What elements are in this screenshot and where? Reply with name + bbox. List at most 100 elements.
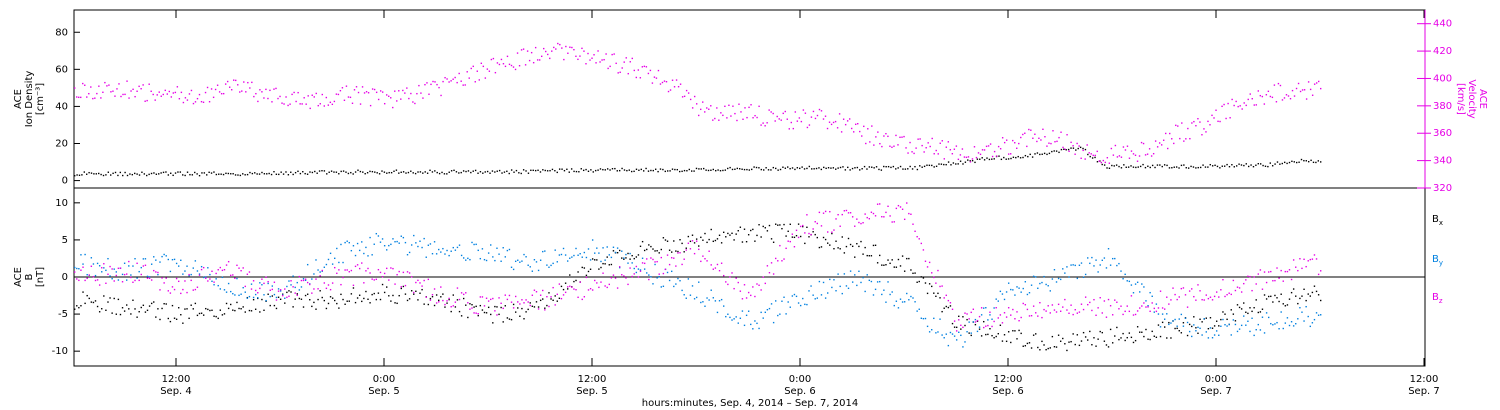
data-point bbox=[1151, 330, 1153, 333]
data-point bbox=[514, 295, 517, 298]
data-point bbox=[356, 242, 359, 245]
x-tick-time: 12:00 bbox=[162, 374, 191, 385]
data-point bbox=[296, 281, 298, 284]
data-point bbox=[1040, 139, 1042, 141]
data-point bbox=[1068, 312, 1070, 314]
data-point bbox=[206, 86, 209, 89]
data-point bbox=[911, 151, 913, 153]
data-point bbox=[1267, 271, 1270, 273]
data-point bbox=[573, 288, 575, 290]
data-point bbox=[415, 290, 417, 293]
data-point bbox=[357, 169, 359, 171]
data-point bbox=[1082, 147, 1084, 150]
data-point bbox=[242, 286, 244, 289]
data-point bbox=[718, 234, 721, 236]
data-point bbox=[972, 308, 975, 310]
data-point bbox=[1167, 147, 1169, 150]
data-point bbox=[90, 257, 93, 259]
data-point bbox=[758, 105, 760, 108]
data-point bbox=[381, 170, 383, 172]
data-point bbox=[1209, 327, 1212, 329]
data-point bbox=[718, 300, 721, 302]
data-point bbox=[279, 298, 282, 300]
data-point bbox=[629, 252, 631, 255]
data-point bbox=[991, 334, 993, 337]
data-point bbox=[868, 279, 871, 282]
data-point bbox=[814, 298, 816, 300]
data-point bbox=[604, 169, 606, 171]
data-point bbox=[772, 166, 775, 169]
data-point bbox=[231, 89, 233, 91]
data-point bbox=[107, 257, 109, 260]
data-point bbox=[916, 310, 918, 312]
data-point bbox=[150, 302, 153, 305]
data-point bbox=[544, 250, 546, 252]
data-point bbox=[1147, 306, 1149, 308]
data-point bbox=[1045, 348, 1047, 351]
data-point bbox=[667, 90, 670, 93]
data-point bbox=[545, 50, 547, 53]
data-point bbox=[955, 326, 958, 329]
data-point bbox=[178, 98, 181, 100]
data-point bbox=[494, 71, 497, 74]
data-point bbox=[1111, 257, 1114, 260]
data-point bbox=[440, 94, 442, 97]
data-point bbox=[650, 169, 652, 172]
data-point bbox=[268, 172, 270, 175]
data-point bbox=[1172, 287, 1174, 289]
data-point bbox=[252, 296, 255, 299]
data-point bbox=[833, 248, 835, 250]
data-point bbox=[843, 210, 846, 212]
data-point bbox=[635, 271, 638, 274]
data-point bbox=[608, 264, 610, 266]
data-point bbox=[783, 223, 785, 226]
data-point bbox=[558, 168, 561, 170]
data-point bbox=[215, 272, 217, 275]
data-point bbox=[564, 254, 567, 256]
data-point bbox=[993, 337, 995, 339]
data-point bbox=[608, 254, 610, 256]
data-point bbox=[664, 268, 667, 271]
data-point bbox=[816, 114, 819, 117]
data-point bbox=[261, 91, 263, 93]
data-point bbox=[716, 107, 718, 109]
data-point bbox=[1199, 166, 1202, 169]
data-point bbox=[344, 241, 346, 244]
data-point bbox=[1005, 316, 1008, 318]
data-point bbox=[1185, 167, 1187, 169]
data-point bbox=[207, 280, 209, 282]
data-point bbox=[1257, 162, 1259, 165]
data-point bbox=[652, 258, 654, 261]
data-point bbox=[1041, 340, 1043, 343]
data-point bbox=[592, 171, 594, 173]
data-point bbox=[1139, 331, 1141, 333]
data-point bbox=[643, 268, 646, 270]
data-point bbox=[893, 145, 895, 147]
data-point bbox=[102, 174, 105, 177]
data-point bbox=[633, 273, 635, 275]
data-point bbox=[373, 279, 375, 281]
data-point bbox=[350, 171, 352, 174]
data-point bbox=[144, 258, 147, 260]
data-point bbox=[1243, 282, 1245, 285]
top-ylabel-line2: Ion Density bbox=[24, 71, 35, 128]
data-point bbox=[544, 169, 546, 172]
data-point bbox=[1320, 270, 1322, 272]
data-point bbox=[1111, 164, 1113, 167]
data-point bbox=[683, 251, 685, 253]
data-point bbox=[1174, 327, 1176, 330]
data-point bbox=[116, 88, 118, 90]
data-point bbox=[656, 260, 658, 263]
data-point bbox=[74, 271, 76, 273]
data-point bbox=[104, 81, 106, 84]
data-point bbox=[460, 315, 463, 317]
data-point bbox=[508, 63, 511, 66]
data-point bbox=[510, 266, 513, 268]
data-point bbox=[1130, 336, 1133, 339]
data-point bbox=[1020, 291, 1022, 293]
top-y2tick-label: 400 bbox=[1433, 73, 1452, 84]
data-point bbox=[1315, 82, 1318, 84]
data-point bbox=[835, 218, 837, 220]
data-point bbox=[802, 225, 804, 228]
data-point bbox=[595, 62, 597, 64]
